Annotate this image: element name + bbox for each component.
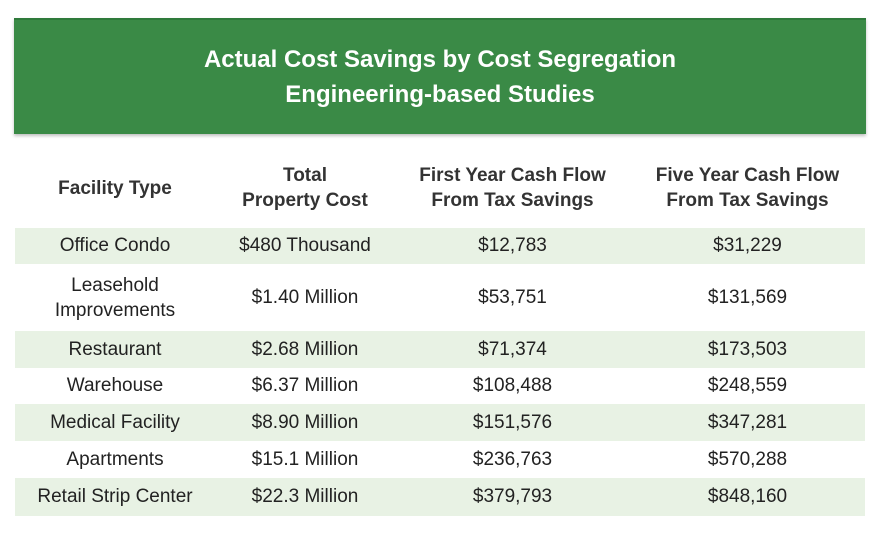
- header-row: Facility Type Total Property Cost First Y…: [15, 148, 865, 228]
- cost-cell: $22.3 Million: [215, 478, 395, 516]
- table-row: Office Condo $480 Thousand $12,783 $31,2…: [15, 228, 865, 264]
- savings-table: Facility Type Total Property Cost First Y…: [15, 148, 865, 516]
- header-total-cost: Total Property Cost: [242, 165, 368, 211]
- facility-type-cell: Retail Strip Center: [15, 478, 215, 516]
- first-year-cell: $379,793: [395, 478, 630, 516]
- table-row: Apartments $15.1 Million $236,763 $570,2…: [15, 441, 865, 478]
- header-five-year: Five Year Cash Flow From Tax Savings: [655, 165, 840, 211]
- five-year-cell: $173,503: [630, 331, 865, 368]
- table-row: Leasehold Improvements $1.40 Million $53,…: [15, 264, 865, 331]
- facility-type-cell: Leasehold Improvements: [54, 274, 176, 321]
- five-year-cell: $31,229: [630, 228, 865, 264]
- first-year-cell: $53,751: [478, 286, 547, 308]
- five-year-cell: $570,288: [707, 448, 788, 470]
- title-line-1: Actual Cost Savings by Cost Segregation: [203, 46, 677, 73]
- table-row: Medical Facility $8.90 Million $151,576 …: [15, 404, 865, 441]
- facility-type-cell: Office Condo: [15, 228, 215, 264]
- cost-cell: $6.37 Million: [251, 375, 359, 396]
- five-year-cell: $347,281: [630, 404, 865, 441]
- five-year-cell: $848,160: [630, 478, 865, 516]
- first-year-cell: $151,576: [395, 404, 630, 441]
- facility-type-cell: Restaurant: [15, 331, 215, 368]
- facility-type-cell: Medical Facility: [15, 404, 215, 441]
- first-year-cell: $12,783: [395, 228, 630, 264]
- cost-cell: $480 Thousand: [215, 228, 395, 264]
- facility-type-cell: Warehouse: [66, 375, 164, 396]
- table-row: Warehouse $6.37 Million $108,488 $248,55…: [15, 368, 865, 404]
- table-row: Restaurant $2.68 Million $71,374 $173,50…: [15, 331, 865, 368]
- first-year-cell: $236,763: [472, 448, 553, 470]
- five-year-cell: $131,569: [707, 286, 788, 308]
- facility-type-cell: Apartments: [66, 448, 164, 470]
- cost-cell: $1.40 Million: [251, 286, 359, 308]
- cost-cell: $15.1 Million: [251, 448, 359, 470]
- title-line-2: Engineering-based Studies: [285, 81, 595, 108]
- five-year-cell: $248,559: [707, 375, 788, 396]
- table-row: Retail Strip Center $22.3 Million $379,7…: [15, 478, 865, 516]
- header-facility-type: Facility Type: [58, 177, 172, 199]
- cost-cell: $2.68 Million: [215, 331, 395, 368]
- cost-cell: $8.90 Million: [215, 404, 395, 441]
- header-first-year: First Year Cash Flow From Tax Savings: [419, 165, 606, 211]
- title-banner: Actual Cost Savings by Cost Segregation …: [14, 18, 866, 134]
- first-year-cell: $71,374: [395, 331, 630, 368]
- first-year-cell: $108,488: [472, 375, 553, 396]
